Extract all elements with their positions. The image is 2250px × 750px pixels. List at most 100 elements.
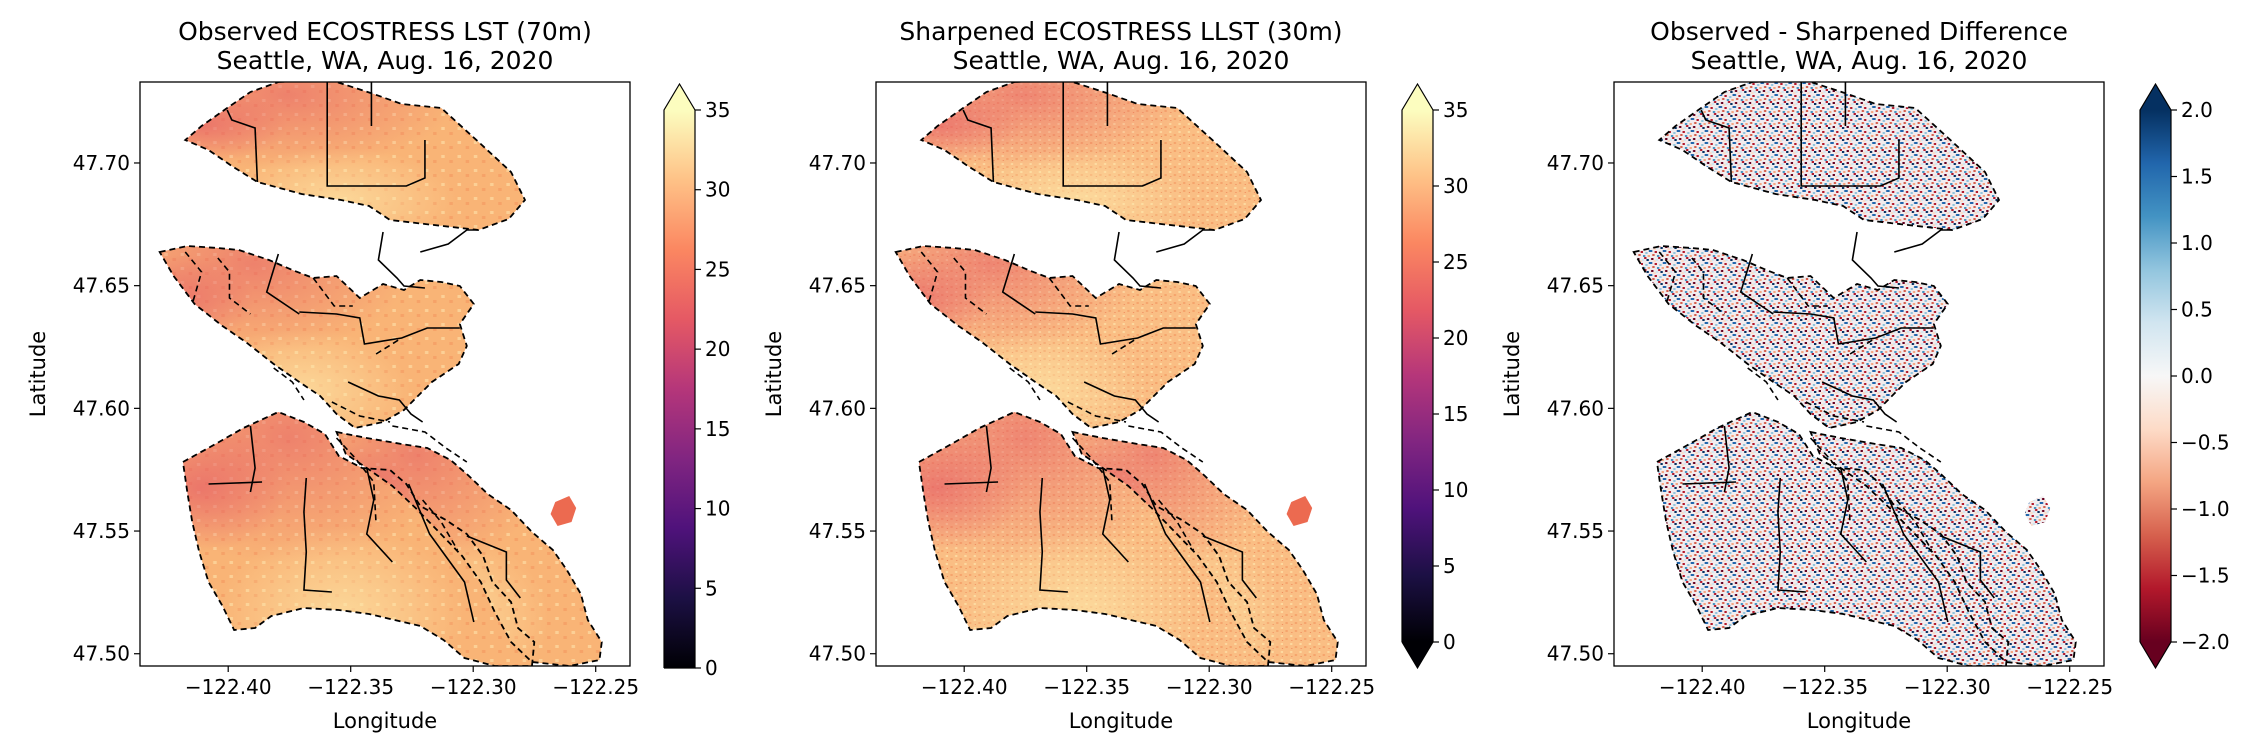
x-axis-label: Longitude: [333, 709, 437, 733]
colorbar-tick-label: 25: [1443, 250, 1468, 274]
district-line-dashed: [1659, 252, 1675, 304]
boundary-dashed: [1657, 412, 2008, 666]
district-line: [409, 484, 474, 622]
colorbar-tick-label: −2.0: [2181, 630, 2230, 654]
x-tick-label: −122.30: [1904, 675, 1991, 699]
colorbar-tick-label: −0.5: [2181, 431, 2230, 455]
y-tick-label: 47.50: [809, 642, 866, 666]
x-axis-label: Longitude: [1069, 709, 1173, 733]
y-tick-label: 47.60: [73, 396, 130, 420]
colorbar-tick-label: 5: [705, 576, 718, 600]
x-tick-label: −122.30: [1166, 675, 1253, 699]
y-tick-label: 47.55: [809, 519, 866, 543]
district-line: [1941, 536, 1995, 598]
axes-frame: [1613, 81, 2105, 667]
district-line-dashed: [423, 500, 458, 550]
panel-title: Observed - Sharpened Difference: [1650, 17, 2068, 46]
district-line: [1841, 468, 1867, 562]
district-line: [1114, 232, 1161, 288]
land-region: [1810, 432, 2076, 666]
colorbar-tick-label: 35: [705, 98, 730, 122]
boundary-dashed: [921, 80, 1261, 230]
district-line: [1701, 110, 1731, 182]
panel-subtitle: Seattle, WA, Aug. 16, 2020: [1691, 46, 2028, 75]
colorbar-gradient: [1402, 110, 1433, 642]
x-axis-label: Longitude: [1807, 709, 1911, 733]
colorbar-tick-label: 0.5: [2181, 298, 2213, 322]
boundary-dashed: [1634, 246, 1948, 428]
boundary-dashed: [337, 432, 602, 666]
district-line: [327, 82, 425, 186]
district-line: [945, 482, 999, 484]
district-line: [1773, 312, 1934, 344]
panel-title: Observed ECOSTRESS LST (70m): [178, 17, 592, 46]
district-line-dashed: [1159, 500, 1194, 550]
y-tick-label: 47.65: [809, 274, 866, 298]
district-line: [250, 426, 255, 492]
district-line-dashed: [392, 426, 466, 462]
land-region: [1656, 412, 2009, 666]
boundary-dashed: [1811, 432, 2076, 666]
x-tick-label: −122.25: [1288, 675, 1375, 699]
district-line-dashed: [1850, 338, 1876, 354]
district-line: [963, 110, 993, 182]
x-tick-label: −122.35: [1781, 675, 1868, 699]
district-line-dashed: [954, 258, 987, 314]
colorbar-gradient: [664, 110, 695, 668]
panel-subtitle: Seattle, WA, Aug. 16, 2020: [953, 46, 1290, 75]
colorbar-extend-max: [664, 84, 695, 110]
district-line-dashed: [1068, 402, 1126, 422]
lake: [1808, 202, 1839, 228]
colorbar-tick-label: 20: [1443, 326, 1468, 350]
y-tick-label: 47.70: [809, 151, 866, 175]
colorbar-tick-label: 10: [705, 497, 730, 521]
x-tick-label: −122.25: [2026, 675, 2113, 699]
district-line: [209, 482, 263, 484]
axes-frame: [875, 81, 1367, 667]
colorbar-tick-label: 30: [705, 178, 730, 202]
district-line-dashed: [1073, 438, 1113, 524]
district-line: [1778, 478, 1806, 592]
panel-subtitle: Seattle, WA, Aug. 16, 2020: [217, 46, 554, 75]
panel-1: Observed ECOSTRESS LST (70m)Seattle, WA,…: [26, 17, 730, 733]
district-line-dashed: [921, 252, 937, 304]
district-line: [467, 536, 521, 598]
colorbar-gradient: [2140, 110, 2171, 642]
boundary-dashed: [1659, 80, 1999, 230]
district-line: [1203, 536, 1257, 598]
district-line-dashed: [337, 438, 377, 524]
colorbar-tick-label: 35: [1443, 98, 1468, 122]
x-tick-label: −122.40: [921, 675, 1008, 699]
y-axis-label: Latitude: [1500, 331, 1524, 417]
y-tick-label: 47.55: [1547, 519, 1604, 543]
boundary-dashed: [919, 412, 1270, 666]
colorbar-extend-min: [1402, 642, 1433, 668]
x-tick-label: −122.40: [1659, 675, 1746, 699]
district-line: [348, 382, 422, 422]
x-tick-label: −122.35: [1043, 675, 1130, 699]
y-tick-label: 47.50: [73, 642, 130, 666]
district-line: [267, 254, 300, 314]
district-line: [1103, 468, 1129, 562]
district-line-dashed: [1811, 438, 1851, 524]
colorbar-tick-label: 1.5: [2181, 165, 2213, 189]
district-line-dashed: [1866, 426, 1940, 462]
district-line: [227, 110, 257, 182]
y-tick-label: 47.55: [73, 519, 130, 543]
boundary-dashed: [185, 80, 525, 230]
district-line: [367, 468, 393, 562]
district-line: [1894, 230, 1952, 252]
panel-title: Sharpened ECOSTRESS LLST (30m): [899, 17, 1342, 46]
map-raster: [160, 80, 602, 666]
colorbar-tick-label: −1.5: [2181, 564, 2230, 588]
y-tick-label: 47.70: [73, 151, 130, 175]
colorbar-tick-label: 10: [1443, 478, 1468, 502]
district-line-dashed: [313, 278, 353, 306]
district-line: [378, 232, 425, 288]
map-raster: [896, 80, 1338, 666]
map-raster: [1634, 80, 2076, 666]
district-line: [1741, 254, 1774, 314]
x-tick-label: −122.30: [430, 675, 517, 699]
district-line-dashed: [274, 368, 304, 400]
district-line-dashed: [218, 258, 251, 314]
